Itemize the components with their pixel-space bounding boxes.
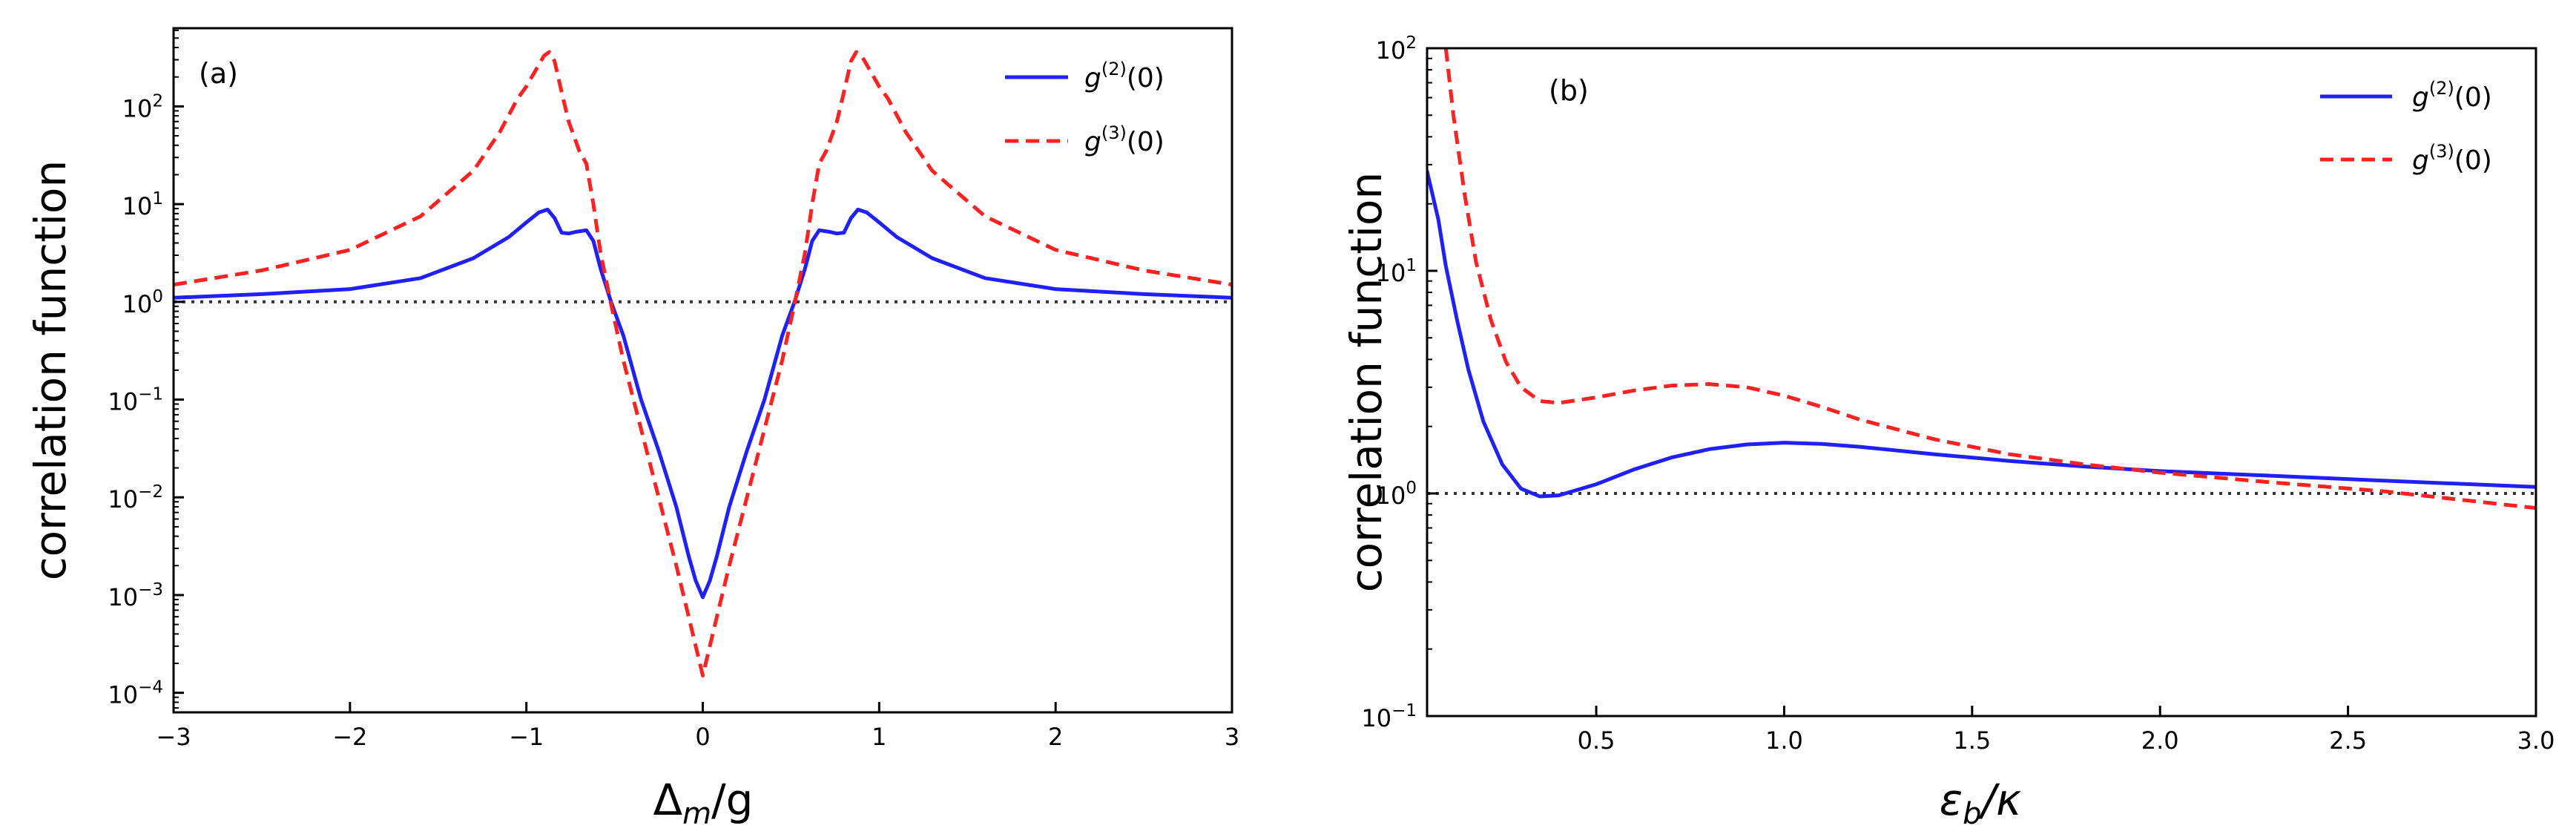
panel-b-ytick-label: 101 [1376, 256, 1417, 287]
panel-a-series [174, 50, 1232, 677]
panel-a-xtick-label: 1 [872, 723, 886, 751]
panel-a-ylabel: correlation function [25, 160, 76, 581]
panel-b-ticks: 0.5 1.0 1.5 2.0 2.5 3.0 10−1 100 101 102 [1361, 33, 2554, 755]
panel-a-ytick-label: 101 [122, 189, 163, 220]
panel-b-series [1427, 48, 2536, 511]
panel-a-label: (a) [199, 57, 238, 90]
panel-b-xtick-label: 1.0 [1765, 726, 1803, 755]
panel-a-legend-g2-label: g(2)(0) [1084, 59, 1165, 93]
panel-b-ytick-label: 10−1 [1361, 701, 1417, 732]
panel-a-series-g2-line [174, 207, 1232, 600]
panel-b-xtick-label: 3.0 [2517, 726, 2555, 755]
panel-b-xtick-label: 2.5 [2329, 726, 2367, 755]
panel-b-axes-frame [1426, 47, 2537, 718]
panel-a-xtick-label: −2 [332, 723, 367, 751]
panel-b-xlabel: εb/κ [1940, 775, 2021, 831]
panel-a-ytick-label: 10−2 [108, 482, 163, 513]
panel-b-xtick-label: 1.5 [1953, 726, 1991, 755]
panel-a-axes-frame [172, 27, 1233, 714]
panel-a-xtick-label: 0 [695, 723, 710, 751]
panel-a-ytick-label: 10−3 [108, 580, 163, 611]
panel-a-legend: g(2)(0) g(3)(0) [1005, 59, 1165, 157]
panel-b-ylabel: correlation function [1341, 172, 1391, 593]
panel-b-series-g3-line [1443, 48, 2536, 511]
panel-b: (b) 0.5 1.0 1.5 2.0 2.5 3.0 10−1 100 101 102 corr… [1341, 33, 2554, 831]
panel-a-ytick-label: 10−1 [108, 385, 163, 416]
panel-a-ytick-label: 100 [122, 287, 163, 318]
panel-b-label: (b) [1549, 74, 1589, 107]
panel-a-ticks: −3 −2 −1 0 1 2 3 10−4 10−3 10−2 10−1 100 101 102 [108, 29, 1239, 751]
panel-a-xtick-label: −1 [509, 723, 544, 751]
panel-a-legend-g3-label: g(3)(0) [1084, 122, 1165, 157]
panel-b-ytick-label: 102 [1376, 33, 1417, 65]
panel-b-legend-g3-label: g(3)(0) [2412, 141, 2492, 176]
panel-a-xtick-label: −3 [156, 723, 191, 751]
panel-a-ytick-label: 10−4 [108, 678, 163, 709]
panel-a-xlabel: Δm/g [653, 775, 753, 831]
panel-b-xtick-label: 2.0 [2141, 726, 2179, 755]
panel-a-series-g3-line [174, 50, 1232, 677]
panel-b-legend: g(2)(0) g(3)(0) [2320, 78, 2492, 176]
panel-b-ytick-label: 100 [1376, 479, 1417, 510]
panel-a-xtick-label: 2 [1048, 723, 1063, 751]
panel-b-xtick-label: 0.5 [1578, 726, 1615, 755]
panel-b-legend-g2-label: g(2)(0) [2412, 78, 2492, 113]
panel-a-ytick-label: 102 [122, 91, 163, 122]
panel-a: (a) −3 −2 −1 0 1 2 310−410−310−210−1100101102 … [25, 27, 1239, 831]
panel-b-series-g2-line [1427, 169, 2536, 499]
panel-a-xtick-label: 3 [1225, 723, 1239, 751]
